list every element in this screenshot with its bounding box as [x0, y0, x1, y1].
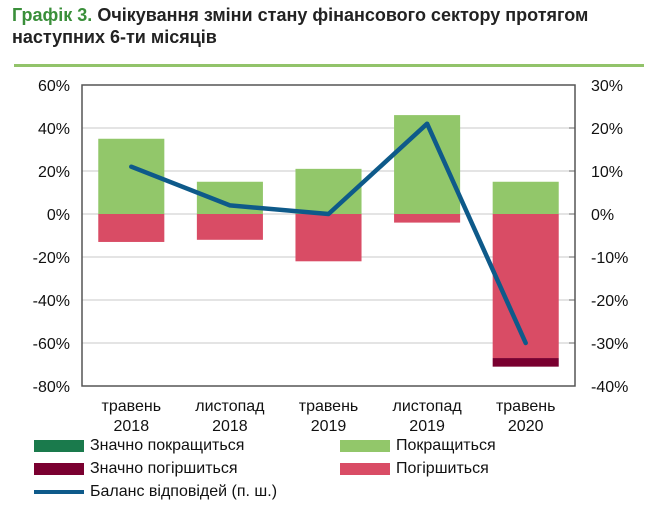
left-tick-label: 60%	[38, 78, 70, 95]
category-label: 2019	[409, 418, 445, 435]
legend-item-improve: Покращиться	[340, 436, 496, 456]
bar-strong-worsen	[492, 358, 559, 367]
right-tick-label: -30%	[591, 336, 628, 353]
legend-swatch	[340, 440, 390, 452]
legend-item-strong-worsen: Значно погіршиться	[34, 459, 238, 479]
right-tick-label: 20%	[591, 121, 623, 138]
legend-swatch	[34, 463, 84, 475]
right-tick-label: 10%	[591, 164, 623, 181]
right-tick-label: 30%	[591, 78, 623, 95]
left-tick-label: -60%	[33, 336, 70, 353]
category-label: травень	[299, 398, 359, 415]
legend-item-balance: Баланс відповідей (п. ш.)	[34, 482, 277, 502]
legend-label: Значно погіршиться	[90, 460, 238, 477]
legend-swatch	[34, 440, 84, 452]
plot-frame	[81, 84, 576, 387]
bar-worsen	[492, 214, 559, 359]
bar-worsen	[98, 214, 165, 242]
bar-improve	[394, 115, 461, 214]
right-tick-label: -20%	[591, 293, 628, 310]
bar-worsen	[295, 214, 362, 262]
left-tick-label: -20%	[33, 250, 70, 267]
right-tick-label: 0%	[591, 207, 614, 224]
legend-swatch	[340, 463, 390, 475]
left-tick-label: -80%	[33, 379, 70, 396]
legend-label: Значно покращиться	[90, 437, 245, 454]
category-label: листопад	[392, 398, 462, 415]
chart-title-text: Очікування зміни стану фінансового секто…	[12, 5, 589, 47]
legend-line	[34, 490, 84, 494]
category-label: листопад	[195, 398, 265, 415]
legend-item-strong-improve: Значно покращиться	[34, 436, 244, 456]
left-tick-label: 0%	[47, 207, 70, 224]
left-tick-label: -40%	[33, 293, 70, 310]
bar-worsen	[196, 214, 263, 240]
bar-worsen	[394, 214, 461, 223]
category-label: 2019	[311, 418, 347, 435]
chart-title-lead: Графік 3.	[12, 5, 93, 25]
right-tick-label: -40%	[591, 379, 628, 396]
legend-label: Баланс відповідей (п. ш.)	[90, 483, 278, 500]
left-tick-label: 40%	[38, 121, 70, 138]
legend-label: Покращиться	[396, 437, 496, 454]
right-tick-label: -10%	[591, 250, 628, 267]
category-label: травень	[496, 398, 556, 415]
chart-title: Графік 3. Очікування зміни стану фінансо…	[12, 4, 632, 48]
category-label: 2020	[508, 418, 544, 435]
legend-label: Погіршиться	[396, 460, 489, 477]
title-underline	[14, 64, 644, 67]
category-label: 2018	[114, 418, 150, 435]
bar-improve	[492, 181, 559, 214]
category-label: травень	[102, 398, 162, 415]
category-label: 2018	[212, 418, 248, 435]
left-tick-label: 20%	[38, 164, 70, 181]
legend-item-worsen: Погіршиться	[340, 459, 489, 479]
